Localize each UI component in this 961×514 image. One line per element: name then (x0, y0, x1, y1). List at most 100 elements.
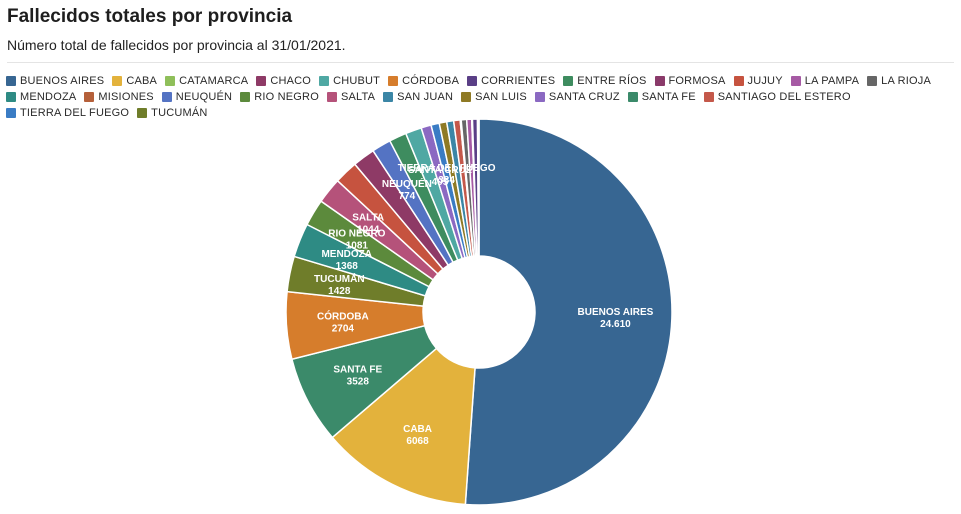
legend-item-santa-fe[interactable]: SANTA FE (627, 91, 696, 103)
legend-item-caba[interactable]: CABA (112, 75, 157, 87)
legend-item-corrientes[interactable]: CORRIENTES (467, 75, 555, 87)
legend-swatch (627, 92, 638, 102)
legend-label: SANTA FE (641, 91, 696, 103)
slice-label-rio-negro: RIO NEGRO (328, 229, 385, 240)
legend-swatch (703, 92, 714, 102)
legend-swatch (654, 76, 665, 86)
slice-label-cordoba: CÓRDOBA (317, 310, 369, 323)
legend-swatch (867, 76, 878, 86)
slice-value-santa-fe: 3528 (347, 377, 370, 388)
legend-swatch (161, 92, 172, 102)
legend-swatch (319, 76, 330, 86)
legend-item-cordoba[interactable]: CÓRDOBA (388, 75, 459, 87)
legend-label: SAN LUIS (475, 91, 527, 103)
slice-label-buenos-aires: BUENOS AIRES (578, 307, 654, 318)
legend-label: CORRIENTES (481, 75, 556, 87)
legend-swatch (112, 76, 123, 86)
legend-label: CHACO (270, 75, 312, 87)
legend-label: FORMOSA (668, 75, 726, 87)
slice-value-rio-negro: 1081 (346, 241, 369, 252)
legend-label: SAN JUAN (397, 91, 454, 103)
legend-swatch (733, 76, 744, 86)
legend-label: LA RIOJA (881, 75, 932, 87)
slice-value-tierra-del-fuego: 334 (438, 175, 455, 186)
legend-swatch (84, 92, 95, 102)
legend-item-rio-negro[interactable]: RIO NEGRO (240, 91, 319, 103)
legend-label: SALTA (340, 91, 376, 103)
legend-label: NEUQUÉN (175, 91, 233, 103)
slice-caba[interactable] (331, 347, 476, 506)
slice-value-mendoza: 1368 (336, 261, 359, 272)
slice-value-santa-cruz: 405 (432, 177, 449, 188)
slice-label-neuquen: NEUQUÉN (382, 177, 432, 190)
legend-item-san-luis[interactable]: SAN LUIS (461, 91, 527, 103)
legend-swatch (383, 92, 394, 102)
legend-item-mendoza[interactable]: MENDOZA (6, 91, 76, 103)
legend-item-tierra-del-fuego[interactable]: TIERRA DEL FUEGO (6, 107, 129, 119)
legend-label: CATAMARCA (179, 75, 249, 87)
slice-value-cordoba: 2704 (332, 324, 355, 335)
legend-item-catamarca[interactable]: CATAMARCA (165, 75, 248, 87)
legend-swatch (165, 76, 176, 86)
legend-label: TIERRA DEL FUEGO (20, 107, 130, 119)
legend-swatch (6, 76, 16, 86)
legend-item-jujuy[interactable]: JUJUY (733, 75, 783, 87)
slice-catamarca[interactable] (476, 118, 480, 257)
legend-swatch (790, 76, 801, 86)
legend-swatch (6, 92, 16, 102)
legend-label: CABA (126, 75, 158, 87)
legend-label: RIO NEGRO (254, 91, 319, 103)
legend-item-chaco[interactable]: CHACO (256, 75, 311, 87)
legend-item-santa-cruz[interactable]: SANTA CRUZ (534, 91, 620, 103)
legend-item-chubut[interactable]: CHUBUT (319, 75, 380, 87)
legend-item-salta[interactable]: SALTA (326, 91, 376, 103)
legend-item-formosa[interactable]: FORMOSA (654, 75, 726, 87)
legend-swatch (240, 92, 251, 102)
legend-label: JUJUY (747, 75, 783, 87)
legend-item-santiago-del-estero[interactable]: SANTIAGO DEL ESTERO (703, 91, 851, 103)
legend-label: SANTA CRUZ (548, 91, 620, 103)
slice-label-tucuman: TUCUMÁN (314, 272, 365, 285)
header-divider (7, 62, 954, 63)
legend-swatch (534, 92, 545, 102)
legend-swatch (461, 92, 472, 102)
legend-label: BUENOS AIRES (20, 75, 105, 87)
legend-label: ENTRE RÍOS (577, 75, 647, 87)
chart-legend: BUENOS AIRES CABA CATAMARCA CHACO CHUBUT CÓRD… (6, 75, 954, 119)
chart-subtitle: Número total de fallecidos por provincia… (7, 37, 346, 53)
legend-item-san-juan[interactable]: SAN JUAN (383, 91, 453, 103)
legend-item-buenos-aires[interactable]: BUENOS AIRES (6, 75, 104, 87)
slice-value-tucuman: 1428 (328, 286, 351, 297)
slice-label-caba: CABA (403, 424, 432, 435)
legend-label: MENDOZA (20, 91, 77, 103)
slice-value-salta: 1044 (357, 224, 380, 235)
legend-item-la-pampa[interactable]: LA PAMPA (790, 75, 860, 87)
slice-label-salta: SALTA (352, 212, 384, 223)
legend-label: TUCUMÁN (151, 107, 208, 119)
slice-value-buenos-aires: 24.610 (600, 319, 631, 330)
legend-swatch (326, 92, 337, 102)
legend-label: SANTIAGO DEL ESTERO (717, 91, 851, 103)
legend-label: MISIONES (98, 91, 154, 103)
legend-label: CHUBUT (333, 75, 381, 87)
legend-swatch (137, 108, 148, 118)
legend-swatch (6, 108, 16, 118)
slice-buenos-aires[interactable] (464, 118, 673, 506)
slice-value-caba: 6068 (406, 436, 429, 447)
slice-value-neuquen: 774 (399, 191, 416, 202)
legend-item-neuquen[interactable]: NEUQUÉN (161, 91, 233, 103)
chart-title: Fallecidos totales por provincia (7, 6, 293, 27)
legend-swatch (388, 76, 399, 86)
slice-label-tierra-del-fuego: TIERRA DEL FUEGO (398, 163, 496, 174)
legend-item-la-rioja[interactable]: LA RIOJA (867, 75, 931, 87)
legend-label: LA PAMPA (804, 75, 860, 87)
slice-label-mendoza: MENDOZA (321, 249, 372, 260)
legend-item-tucuman[interactable]: TUCUMÁN (137, 107, 207, 119)
legend-swatch (563, 76, 574, 86)
slice-label-santa-cruz: SANTA CRUZ (408, 165, 472, 176)
legend-item-misiones[interactable]: MISIONES (84, 91, 154, 103)
legend-label: CÓRDOBA (402, 75, 460, 87)
legend-swatch (467, 76, 478, 86)
legend-item-entre-rios[interactable]: ENTRE RÍOS (563, 75, 646, 87)
